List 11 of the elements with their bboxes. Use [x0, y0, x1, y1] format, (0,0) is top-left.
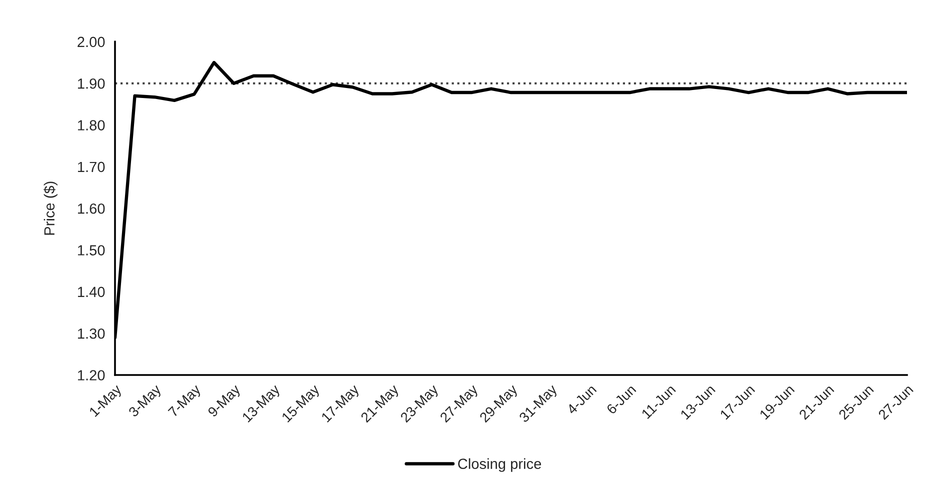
legend-label: Closing price: [458, 458, 542, 472]
y-tick-label: 1.90: [78, 78, 105, 89]
y-tick-label: 1.20: [78, 370, 105, 380]
y-tick-label: 2.00: [78, 36, 105, 48]
y-tick-label: 1.30: [78, 328, 105, 339]
y-tick-label: 1.40: [78, 286, 105, 298]
y-tick-label: 1.70: [78, 162, 105, 172]
y-tick-label: 1.80: [78, 120, 105, 130]
y-tick-label: 1.50: [78, 245, 105, 256]
y-axis-title: Price ($): [44, 182, 58, 235]
y-tick-label: 1.60: [78, 203, 105, 214]
